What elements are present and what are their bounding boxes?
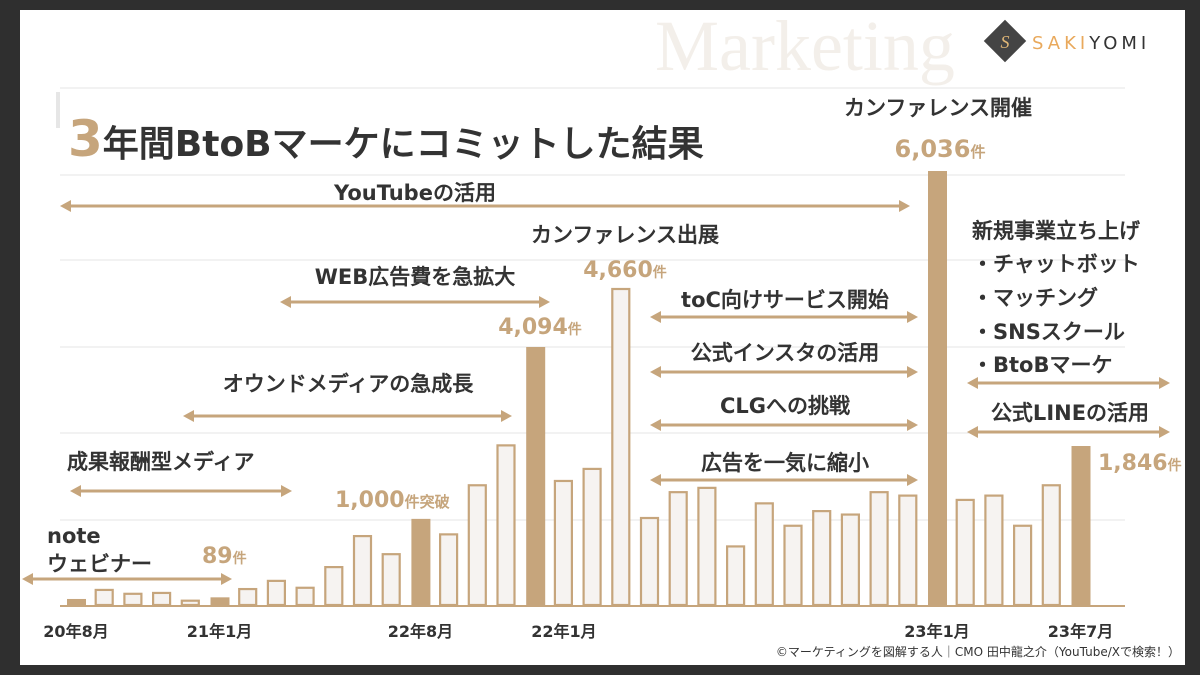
annotation-affiliate: 成果報酬型メディア: [67, 450, 255, 474]
x-tick-label: 23年1月: [904, 622, 969, 641]
annotation-note: note: [47, 524, 101, 548]
value-label-89: 89件: [202, 544, 247, 569]
bar: [210, 597, 230, 605]
annotation-new-biz: 新規事業立ち上げ: [972, 219, 1141, 243]
x-tick-label: 22年1月: [531, 622, 596, 641]
annotation-line: 公式LINEの活用: [991, 401, 1149, 425]
new-biz-item: ・SNSスクール: [972, 320, 1125, 344]
range-arrow: [60, 200, 910, 212]
logo-letter: S: [1001, 32, 1010, 52]
bar: [238, 587, 258, 607]
arrows: [22, 200, 1170, 585]
range-arrow: [650, 474, 918, 486]
title-accent: [56, 92, 60, 128]
annotation-toc: toC向けサービス開始: [681, 288, 889, 312]
bar: [295, 586, 315, 607]
x-tick-label: 23年7月: [1048, 622, 1113, 641]
bar: [754, 502, 774, 607]
new-biz-item: ・BtoBマーケ: [972, 353, 1112, 377]
bar: [611, 287, 631, 607]
x-tick-labels: 20年8月 21年1月 22年8月 22年1月 23年1月 23年7月: [43, 622, 1113, 641]
bar: [411, 518, 431, 605]
annotation-insta: 公式インスタの活用: [691, 341, 880, 365]
bar: [526, 347, 546, 605]
new-biz-item: ・チャットボット: [972, 252, 1140, 276]
bar: [553, 479, 574, 607]
range-arrow: [183, 410, 512, 422]
annotation-conf-exhibit: カンファレンス出展: [531, 223, 719, 247]
x-tick-label: 20年8月: [43, 622, 108, 641]
bar: [1012, 524, 1033, 607]
bar: [812, 510, 832, 607]
bar: [984, 494, 1004, 607]
value-label-4660: 4,660件: [583, 258, 667, 283]
bar: [898, 494, 918, 607]
x-tick-label: 21年1月: [187, 622, 252, 641]
range-arrow: [650, 366, 918, 378]
watermark: Marketing: [655, 6, 955, 86]
bar: [1071, 446, 1091, 605]
bar: [869, 491, 889, 607]
bar: [266, 579, 286, 607]
page-title: 3年間BtoBマーケにコミットした結果: [68, 110, 704, 168]
range-arrow: [650, 311, 918, 323]
bar: [324, 566, 344, 607]
range-arrow: [70, 485, 292, 497]
bar: [928, 171, 947, 605]
bar: [381, 553, 401, 607]
value-label-6036: 6,036件: [895, 135, 986, 163]
annotation-ad-cut: 広告を一気に縮小: [701, 451, 869, 475]
bars: [67, 171, 1091, 607]
range-arrow: [22, 573, 232, 585]
annotation-youtube: YouTubeの活用: [333, 181, 496, 205]
value-label-1846: 1,846件: [1098, 451, 1182, 476]
bar: [1041, 484, 1061, 607]
value-label-4094: 4,094件: [498, 315, 582, 340]
value-label-1000: 1,000件突破: [335, 488, 450, 513]
bar: [955, 498, 975, 607]
bar: [639, 516, 660, 607]
bar: [467, 484, 487, 607]
bar: [582, 467, 602, 607]
footer-credit: ©マーケティングを図解する人｜CMO 田中龍之介（YouTube/Xで検索！）: [776, 644, 1180, 659]
range-arrow: [280, 296, 550, 308]
bar: [94, 588, 114, 607]
range-arrow: [967, 377, 1170, 389]
range-arrow: [650, 419, 918, 431]
bar: [840, 513, 861, 607]
bar: [668, 491, 688, 607]
annotation-owned-media: オウンドメディアの急成長: [223, 372, 475, 396]
bar: [783, 524, 803, 607]
annotation-clg: CLGへの挑戦: [720, 394, 850, 418]
annotation-conf-host: カンファレンス開催: [844, 96, 1032, 120]
annotation-webinar: ウェビナー: [47, 552, 152, 576]
bar: [180, 599, 200, 607]
bar: [352, 534, 373, 607]
bar: [697, 486, 717, 607]
bar: [496, 444, 516, 607]
annotation-web-ads: WEB広告費を急拡大: [315, 265, 516, 289]
range-arrow: [967, 426, 1170, 438]
logo-text: SAKIYOMI: [1032, 33, 1150, 54]
bar: [152, 591, 172, 607]
bar: [439, 533, 459, 607]
bar: [123, 592, 143, 607]
bar: [67, 598, 86, 605]
new-biz-item: ・マッチング: [972, 286, 1098, 310]
x-tick-label: 22年8月: [388, 622, 453, 641]
bar: [725, 545, 746, 607]
